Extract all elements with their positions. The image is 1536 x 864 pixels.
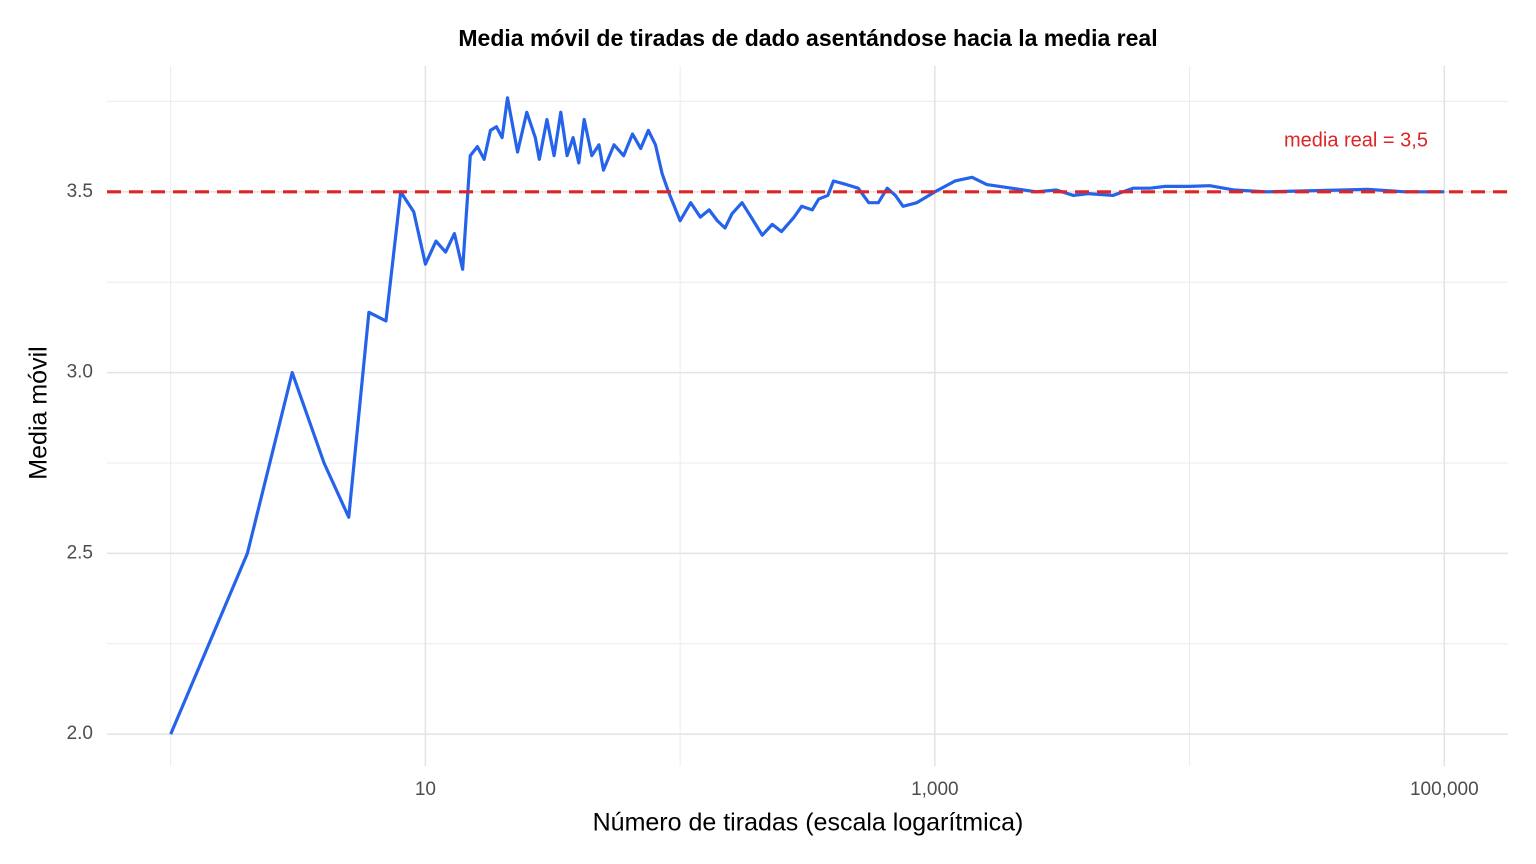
y-tick-label: 3.5 xyxy=(67,181,93,202)
x-tick-label: 100,000 xyxy=(1410,779,1479,800)
y-axis-label: Media móvil xyxy=(25,346,53,479)
x-tick-label: 1,000 xyxy=(911,779,959,800)
y-tick-label: 3.0 xyxy=(67,362,93,383)
y-tick-label: 2.0 xyxy=(67,723,93,744)
x-tick-label: 10 xyxy=(415,779,436,800)
chart-title: Media móvil de tiradas de dado asentándo… xyxy=(458,25,1157,51)
data-line xyxy=(169,96,1445,735)
y-tick-label: 2.5 xyxy=(67,542,93,563)
x-axis-label: Número de tiradas (escala logarítmica) xyxy=(593,809,1024,837)
reference-label: media real = 3,5 xyxy=(1284,129,1428,151)
